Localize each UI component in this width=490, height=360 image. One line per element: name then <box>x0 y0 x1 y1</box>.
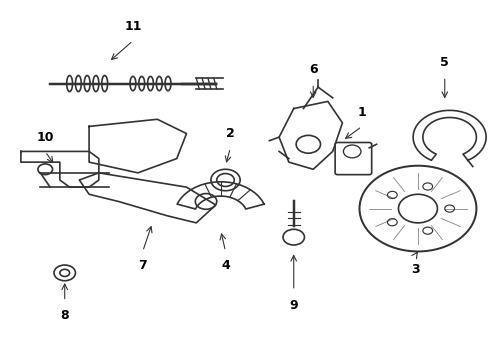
Text: 4: 4 <box>221 259 230 272</box>
Text: 3: 3 <box>411 263 420 276</box>
Text: 5: 5 <box>441 55 449 69</box>
Text: 6: 6 <box>309 63 318 76</box>
Text: 9: 9 <box>290 298 298 311</box>
Text: 2: 2 <box>226 127 235 140</box>
Text: 1: 1 <box>358 105 367 119</box>
Text: 10: 10 <box>36 131 54 144</box>
Text: 8: 8 <box>60 309 69 322</box>
Text: 7: 7 <box>138 259 147 272</box>
Text: 11: 11 <box>124 20 142 33</box>
